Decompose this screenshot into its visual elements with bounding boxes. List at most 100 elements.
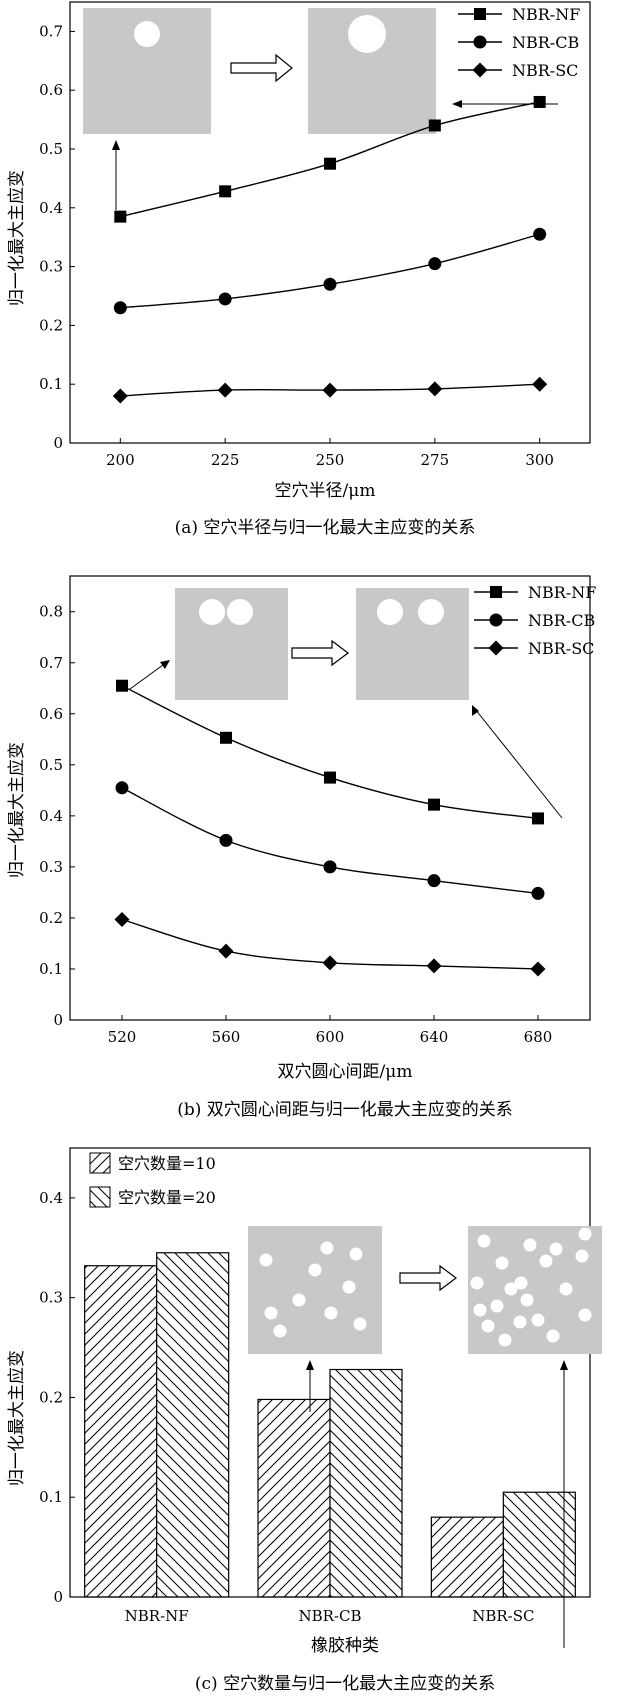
chart-c-bar-nbr-nf-s2: [156, 1252, 230, 1598]
void-dot: [353, 1317, 367, 1331]
chart-a-point-nbr-nf: [533, 95, 546, 108]
chart-b-point-nbr-nf: [532, 812, 544, 825]
chart-b-legend-label: NBR-NF: [528, 583, 596, 602]
xlabel-a: 空穴半径/μm: [275, 481, 376, 501]
pointer-arrow-b-left: [129, 660, 170, 690]
void-dot: [477, 1234, 491, 1248]
chart-c-bar-nbr-sc-s1: [430, 1516, 504, 1598]
void-dot: [549, 1242, 563, 1256]
chart-b-point-nbr-cb: [219, 833, 233, 847]
caption-b: (b) 双穴圆心间距与归一化最大主应变的关系: [177, 1100, 513, 1120]
chart-a-ytick-label: 0.4: [39, 199, 63, 217]
chart-b-ytick-label: 0.1: [39, 960, 63, 978]
inset-a-single-small-void: [83, 8, 211, 134]
transition-arrow-a: [230, 53, 293, 83]
inset-a-single-large-void: [308, 8, 436, 134]
void-dot: [559, 1282, 573, 1296]
chart-a-legend-marker-nbr-sc: [472, 62, 488, 78]
void-dot: [320, 1241, 334, 1255]
chart-c-bar-nbr-nf-s1: [84, 1265, 158, 1598]
chart-c-ytick-label: 0: [53, 1588, 63, 1606]
void-dot: [531, 1313, 545, 1327]
caption-a: (a) 空穴半径与归一化最大主应变的关系: [175, 518, 476, 538]
void-dot: [481, 1319, 495, 1333]
void-dot: [578, 1308, 592, 1322]
chart-a-xtick-label: 300: [525, 451, 554, 469]
ylabel-c: 归一化最大主应变: [7, 1350, 27, 1486]
chart-a-xtick-label: 225: [211, 451, 240, 469]
chart-b-point-nbr-cb: [323, 860, 337, 874]
void-dot: [292, 1293, 306, 1307]
pointer-arrow-c-left: [306, 1360, 314, 1412]
void-dot: [498, 1333, 512, 1347]
transition-arrow-b: [291, 639, 349, 667]
void-dot: [504, 1282, 518, 1296]
chart-b-xtick-label: 640: [420, 1028, 449, 1046]
chart-b-point-nbr-sc: [114, 911, 130, 927]
inset-b-far-voids: [356, 588, 469, 700]
void-dot: [546, 1329, 560, 1343]
void-dot: [578, 1227, 592, 1241]
chart-a-point-nbr-nf: [114, 210, 127, 223]
chart-b-xtick-label: 560: [212, 1028, 241, 1046]
void-dot: [273, 1324, 287, 1338]
chart-b-ytick-label: 0.8: [39, 603, 63, 621]
chart-c-category-label: NBR-NF: [125, 1607, 189, 1625]
chart-a-point-nbr-cb: [113, 301, 127, 315]
chart-b-point-nbr-nf: [116, 679, 128, 692]
chart-a-series-line-nbr-cb: [120, 233, 540, 309]
chart-b-legend-label: NBR-CB: [528, 611, 595, 630]
chart-b-ytick-label: 0.6: [39, 705, 63, 723]
pointer-arrow-a-left: [112, 140, 120, 210]
chart-a-point-nbr-cb: [533, 227, 547, 241]
pointer-arrow-b-right: [472, 705, 563, 819]
void-dot: [539, 1254, 553, 1268]
chart-a-ytick-label: 0: [53, 434, 63, 452]
void-dot: [513, 1315, 527, 1329]
chart-b-ytick-label: 0.4: [39, 807, 63, 825]
chart-b-ytick-label: 0.2: [39, 909, 63, 927]
chart-c-plot-frame: [69, 1147, 591, 1598]
chart-b-ytick-label: 0.7: [39, 654, 63, 672]
chart-c-category-label: NBR-CB: [298, 1607, 361, 1625]
void-dot: [470, 1276, 484, 1290]
xlabel-c: 橡胶种类: [311, 1636, 379, 1656]
void-dot: [349, 1247, 363, 1261]
chart-a-legend-marker-nbr-nf: [474, 8, 486, 20]
chart-b-legend-label: NBR-SC: [528, 639, 594, 658]
chart-b-ytick-label: 0: [53, 1011, 63, 1029]
void-dot: [308, 1263, 322, 1277]
chart-b-legend-marker-nbr-nf: [490, 586, 502, 598]
chart-b-point-nbr-sc: [218, 943, 234, 959]
chart-a-ytick-label: 0.5: [39, 140, 63, 158]
chart-b-point-nbr-nf: [220, 731, 232, 744]
void-dot: [264, 1306, 278, 1320]
chart-b-plot-frame: [69, 575, 591, 1021]
ylabel-b: 归一化最大主应变: [7, 742, 27, 878]
chart-c-legend-label: 空穴数量=10: [118, 1154, 216, 1173]
chart-b-xtick-label: 600: [316, 1028, 345, 1046]
panel-a: 0 0.1 0.2 0.3 0.4 0.5 0.6 0.7 200 225 250 275 300 NB…: [7, 1, 591, 538]
chart-a-legend-marker-nbr-cb: [473, 35, 487, 49]
chart-a-point-nbr-sc: [427, 381, 443, 397]
chart-a-point-nbr-sc: [217, 382, 233, 398]
chart-a-legend-label: NBR-NF: [512, 5, 580, 24]
void-dot: [342, 1280, 356, 1294]
pointer-arrow-c-right: [560, 1360, 568, 1648]
chart-a-point-nbr-nf: [219, 185, 232, 198]
void-dot: [495, 1256, 509, 1270]
chart-a-ytick-label: 0.1: [39, 375, 63, 393]
chart-b-ytick-label: 0.3: [39, 858, 63, 876]
chart-a-point-nbr-cb: [218, 292, 232, 306]
chart-c-ytick-label: 0.3: [39, 1289, 63, 1307]
chart-b-point-nbr-sc: [426, 958, 442, 974]
void-dot: [575, 1249, 589, 1263]
panel-c: 0 0.1 0.2 0.3 0.4 NBR-NF NBR-CB NBR-SC 空穴数量=10 空…: [7, 1147, 602, 1694]
chart-c-bar-nbr-cb-s2: [329, 1368, 403, 1598]
inset-c-ten-voids: [248, 1226, 382, 1354]
chart-b-xtick-label: 520: [108, 1028, 137, 1046]
chart-c-bar-nbr-sc-s2: [502, 1491, 576, 1598]
chart-c-bar-nbr-cb-s1: [257, 1398, 331, 1598]
chart-a-xtick-label: 250: [316, 451, 345, 469]
